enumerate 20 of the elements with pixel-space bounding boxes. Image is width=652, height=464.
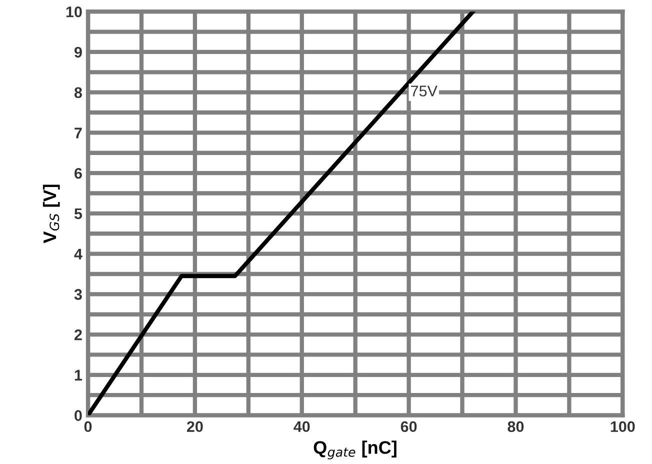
x-tick-label: 80 [508, 421, 524, 432]
x-tick-label: 100 [610, 421, 635, 432]
y-tick-label: 7 [74, 128, 82, 138]
y-tick-label: 10 [66, 6, 82, 18]
x-tick-label: 40 [294, 421, 310, 432]
y-tick-label: 6 [74, 168, 82, 179]
annotation: 75V [411, 86, 438, 96]
y-tick-label: 9 [74, 46, 82, 58]
y-tick-label: 4 [74, 248, 82, 260]
y-axis-title: V$_{GS}$ [V] [42, 184, 60, 244]
y-tick-label: 5 [74, 208, 82, 220]
y-tick-label: 2 [74, 329, 82, 340]
y-tick-label: 0 [74, 410, 82, 421]
y-tick-label: 8 [74, 87, 82, 98]
x-axis-title: Q$_{gate}$ [nC] [314, 440, 396, 460]
y-tick-label: 3 [74, 289, 82, 300]
x-tick-label: 20 [186, 421, 203, 432]
x-tick-label: 0 [84, 421, 92, 432]
y-tick-label: 1 [74, 370, 82, 380]
x-tick-label: 60 [400, 421, 417, 432]
